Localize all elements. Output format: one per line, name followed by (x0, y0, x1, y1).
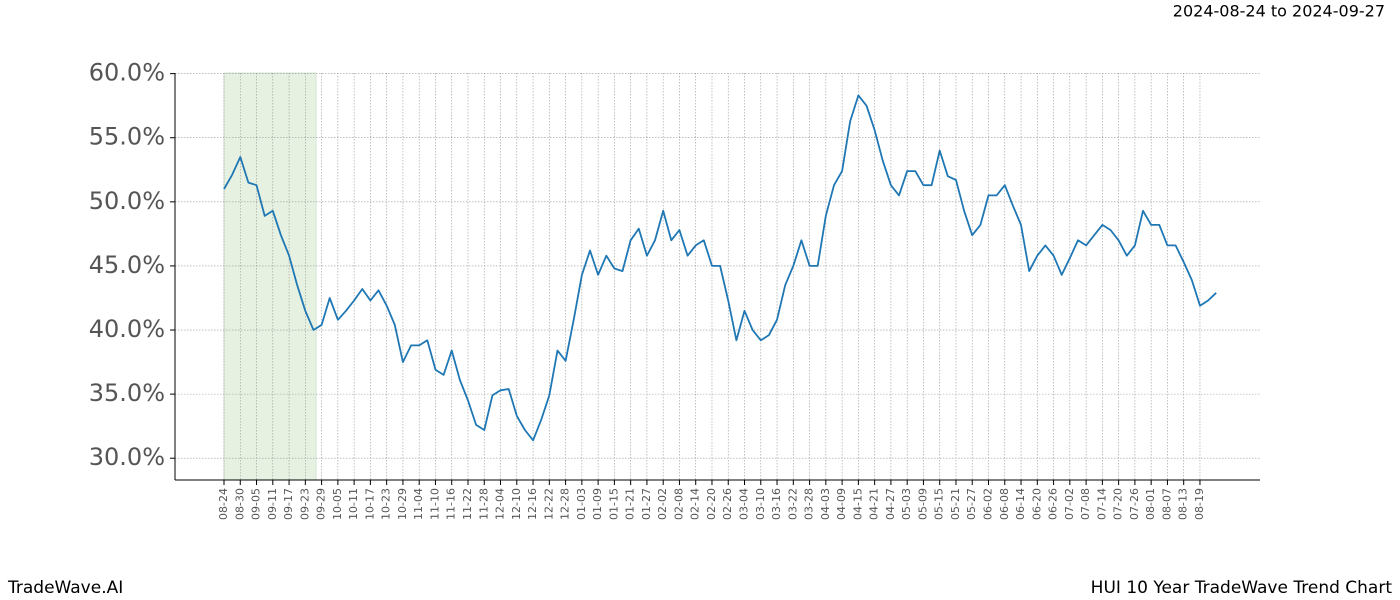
chart-subtitle: 2024-08-24 to 2024-09-27 (1173, 2, 1385, 21)
y-tick-label: 60.0% (89, 59, 165, 87)
x-tick-label: 09-23 (298, 488, 311, 520)
x-tick-label: 02-20 (705, 488, 718, 520)
x-tick-label: 11-22 (461, 488, 474, 520)
x-tick-label: 09-05 (250, 488, 263, 520)
x-tick-label: 07-20 (1112, 488, 1125, 520)
x-tick-label: 10-11 (347, 488, 360, 520)
x-tick-label: 12-22 (542, 488, 555, 520)
x-tick-label: 01-09 (591, 488, 604, 520)
x-tick-label: 03-10 (754, 488, 767, 520)
x-tick-label: 09-17 (282, 488, 295, 520)
x-tick-label: 12-16 (526, 488, 539, 520)
x-tick-label: 08-13 (1177, 488, 1190, 520)
x-tick-label: 04-27 (884, 488, 897, 520)
x-tick-label: 02-02 (656, 488, 669, 520)
x-tick-label: 06-26 (1047, 488, 1060, 520)
x-tick-label: 05-21 (949, 488, 962, 520)
x-tick-label: 07-08 (1079, 488, 1092, 520)
x-tick-label: 05-03 (900, 488, 913, 520)
x-tick-label: 03-16 (770, 488, 783, 520)
x-tick-label: 04-21 (868, 488, 881, 520)
x-tick-label: 02-26 (721, 488, 734, 520)
x-tick-label: 07-02 (1063, 488, 1076, 520)
y-tick-label: 50.0% (89, 187, 165, 215)
x-tick-label: 04-03 (819, 488, 832, 520)
x-tick-label: 08-24 (217, 488, 230, 520)
x-tick-label: 10-29 (396, 488, 409, 520)
x-tick-label: 05-09 (916, 488, 929, 520)
x-tick-label: 10-23 (380, 488, 393, 520)
x-tick-label: 01-27 (640, 488, 653, 520)
y-tick-label: 35.0% (89, 379, 165, 407)
y-tick-label: 55.0% (89, 123, 165, 151)
x-tick-label: 04-15 (851, 488, 864, 520)
x-tick-label: 12-04 (494, 488, 507, 520)
x-tick-label: 11-28 (477, 488, 490, 520)
x-tick-label: 11-10 (428, 488, 441, 520)
x-tick-label: 09-29 (315, 488, 328, 520)
x-tick-label: 08-01 (1144, 488, 1157, 520)
x-tick-label: 06-14 (1014, 488, 1027, 520)
x-tick-label: 05-15 (933, 488, 946, 520)
x-tick-label: 06-02 (982, 488, 995, 520)
x-tick-label: 11-16 (445, 488, 458, 520)
x-tick-label: 08-07 (1160, 488, 1173, 520)
x-tick-label: 08-30 (233, 488, 246, 520)
x-tick-label: 06-20 (1030, 488, 1043, 520)
chart-title: HUI 10 Year TradeWave Trend Chart (1091, 578, 1393, 598)
x-tick-label: 02-08 (672, 488, 685, 520)
y-tick-label: 45.0% (89, 251, 165, 279)
x-tick-label: 01-03 (575, 488, 588, 520)
x-tick-label: 03-28 (803, 488, 816, 520)
x-tick-label: 02-14 (689, 488, 702, 520)
x-tick-label: 12-10 (510, 488, 523, 520)
x-tick-label: 01-15 (607, 488, 620, 520)
x-tick-label: 08-19 (1193, 488, 1206, 520)
trend-line (223, 94, 1217, 442)
x-tick-label: 07-14 (1095, 488, 1108, 520)
x-tick-label: 10-17 (363, 488, 376, 520)
source-label: TradeWave.AI (7, 578, 123, 598)
y-tick-label: 30.0% (89, 443, 165, 471)
x-tick-label: 06-08 (998, 488, 1011, 520)
x-tick-label: 09-11 (266, 488, 279, 520)
x-tick-label: 01-21 (624, 488, 637, 520)
x-tick-label: 03-22 (786, 488, 799, 520)
x-tick-label: 07-26 (1128, 488, 1141, 520)
y-tick-label: 40.0% (89, 315, 165, 343)
x-tick-label: 05-27 (965, 488, 978, 520)
x-tick-label: 10-05 (331, 488, 344, 520)
highlight-window (223, 72, 317, 481)
x-tick-label: 12-28 (559, 488, 572, 520)
x-tick-label: 03-04 (738, 488, 751, 520)
x-tick-label: 11-04 (412, 488, 425, 520)
x-tick-label: 04-09 (835, 488, 848, 520)
